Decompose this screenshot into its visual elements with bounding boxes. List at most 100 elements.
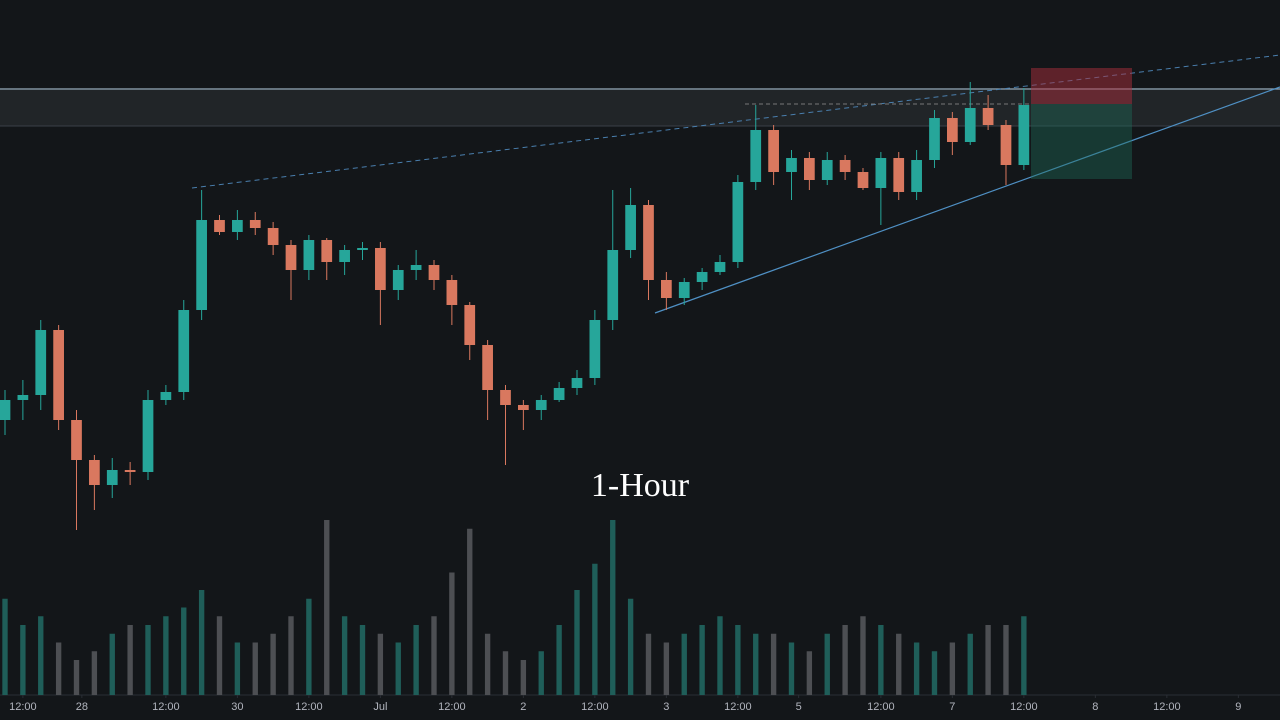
candle-body [500,390,511,405]
candle-body [375,248,386,290]
x-tick-label: 8 [1092,701,1098,713]
volume-bar [484,633,491,695]
volume-bar [627,598,634,695]
volume-bar [681,633,687,695]
chart-title: 1-Hour [591,467,690,504]
candle-body [71,420,82,460]
candle-body [553,388,565,400]
candle-body [768,130,779,172]
volume-bar [2,598,8,695]
x-tick-label: 12:00 [1153,701,1181,713]
candle-body [89,460,100,485]
candle-body [678,282,690,298]
stop-box [1031,68,1132,104]
candle-body [0,400,11,420]
candle-body [267,228,279,245]
candle-body [732,182,744,262]
candle-body [750,130,762,182]
volume-bar [860,616,866,695]
volume-bar [145,625,151,695]
candle-body [321,240,333,262]
volume-bar [824,633,830,695]
volume-bar [270,633,276,695]
x-tick-label: 30 [231,701,243,713]
volume-bar [520,660,527,695]
candle-body [410,265,422,270]
candle-body [571,378,583,388]
candle-body [482,345,493,390]
volume-bar [663,642,670,695]
support-trendline [654,86,1280,314]
candle-body [142,400,154,472]
volume-bar [896,633,902,695]
volume-bar [645,633,652,695]
x-tick-label: 12:00 [9,701,37,713]
volume-bar [288,616,294,695]
candle-body [625,205,636,250]
x-tick-label: 7 [949,701,955,713]
candle-body [339,250,350,262]
x-tick-label: 12:00 [581,701,609,713]
candle-body [607,250,619,320]
candle-body [357,248,368,250]
x-tick-label: 28 [76,701,88,713]
volume-bar [55,642,62,695]
x-tick-label: 12:00 [1010,701,1038,713]
candle-body [929,118,940,160]
volume-bar [699,625,705,695]
candle-body [839,160,851,172]
volume-bar [38,616,44,695]
volume-bar [377,633,384,695]
volume-bar [913,642,920,695]
candle-body [249,220,261,228]
volume-bar [1003,625,1009,695]
volume-bar [717,616,723,695]
candle-body [17,395,29,400]
volume-bar [985,625,991,695]
drawings [0,54,1280,314]
volume-bar [413,625,419,695]
candle-body [392,270,404,290]
candle-body [35,330,47,395]
candle-body [53,330,64,420]
candle-body [428,265,440,280]
volume-bar [127,625,133,695]
volume-bar [181,607,187,695]
volume-bar [878,625,884,695]
x-tick-label: 9 [1235,701,1241,713]
volume-bar [949,642,956,695]
volume-bar [252,642,258,695]
candle-body [661,280,672,298]
volume-bar [359,625,366,695]
volume-bar [592,563,598,695]
candle-body [214,220,225,232]
candle-body [303,240,315,270]
x-tick-label: 12:00 [295,701,323,713]
candle-body [821,160,833,180]
candle-body [786,158,797,172]
volume-bar [967,633,973,695]
candle-body [875,158,887,188]
target-box [1031,104,1132,179]
candle-body [589,320,601,378]
candle-body [911,160,922,192]
candle-body [124,470,136,472]
x-tick-label: 12:00 [438,701,466,713]
volume-bar [73,660,80,695]
volume-bar [931,651,938,695]
volume-bar [198,590,205,695]
candle-body [803,158,815,180]
candle-body [518,405,529,410]
candle-body [982,108,994,125]
volume-bar [842,625,848,695]
candle-body [1000,125,1012,165]
x-tick-label: 2 [520,701,526,713]
volume-bar [449,572,455,695]
volume-bar [467,528,473,695]
volume-bar [91,651,98,695]
candle-body [464,305,476,345]
candle-body [696,272,708,282]
candle-body [946,118,958,142]
